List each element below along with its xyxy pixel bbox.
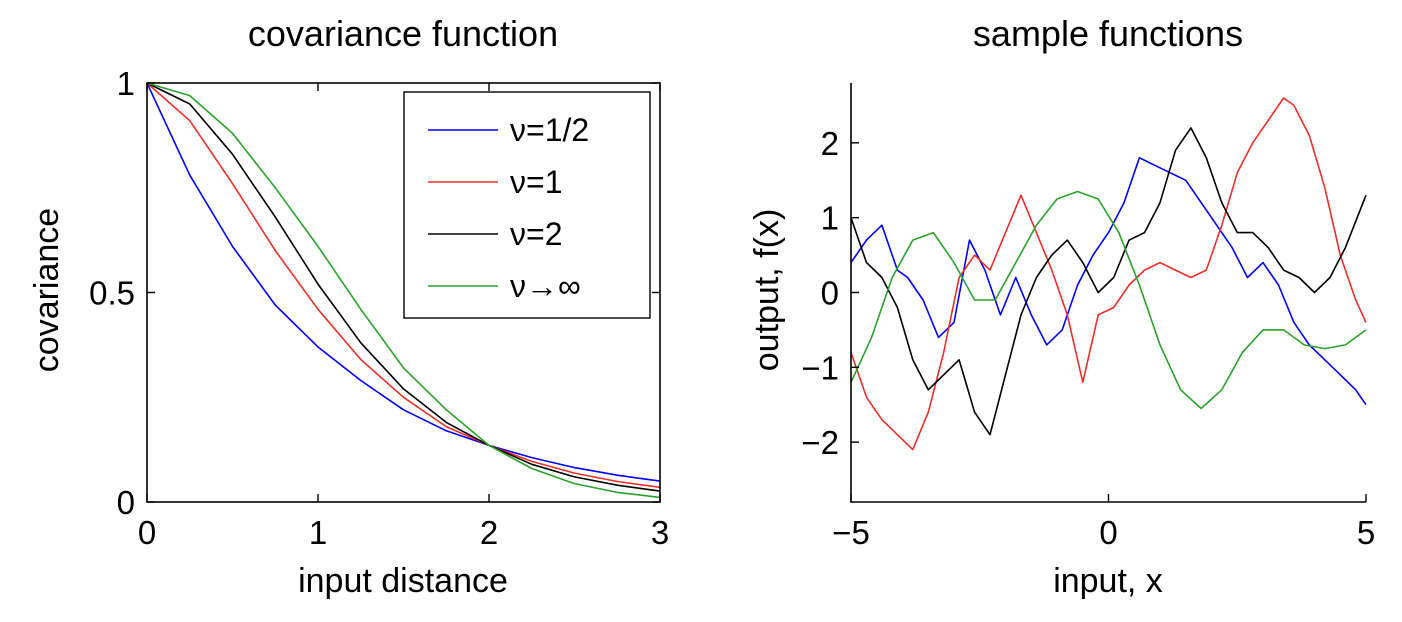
x-tick-label: −5 [832,514,870,551]
x-tick-label: 5 [1357,514,1375,551]
chart-title: sample functions [973,13,1243,54]
y-tick-label: −2 [801,424,839,461]
series-line-1 [850,97,1367,451]
y-tick-label: 0 [821,275,839,312]
y-tick-label: −1 [801,349,839,386]
x-tick-label: 0 [138,514,156,551]
chart-title: covariance function [248,13,558,54]
series-line-3 [146,82,661,499]
series-line-1 [146,82,661,489]
series-line-2 [146,82,661,492]
y-axis-label: covariance [28,208,66,372]
series-line-3 [850,190,1367,410]
legend: ν=1/2 ν=1 ν=2 ν→∞ [403,91,651,319]
y-axis-label: output, f(x) [748,209,786,372]
x-axis-label: input distance [298,562,508,600]
y-tick-label: 2 [821,125,839,162]
legend-label-2: ν=2 [510,216,562,252]
series-line-0 [850,157,1367,406]
legend-label-0: ν=1/2 [510,112,589,148]
x-tick-label: 2 [480,514,498,551]
x-tick-label: 0 [1099,514,1117,551]
covariance-chart: covariance function input distance covar… [28,13,669,600]
plot-axes [850,83,1366,503]
x-tick-label: 3 [651,514,669,551]
x-tick-label: 1 [309,514,327,551]
legend-label-1: ν=1 [510,164,562,200]
legend-label-3: ν→∞ [510,268,581,304]
y-tick-label: 0 [117,484,135,521]
series-line-2 [850,127,1367,436]
sample-functions-chart: sample functions input, x output, f(x) −… [748,13,1375,600]
y-tick-label: 0.5 [89,275,135,312]
x-axis-label: input, x [1053,562,1163,600]
plot-area: −5 0 5 −2 −1 0 1 2 [801,83,1375,551]
plot-area: 0 1 2 3 0 0.5 1 [89,65,669,551]
y-tick-label: 1 [117,65,135,102]
y-tick-label: 1 [821,200,839,237]
series-line-0 [146,82,661,482]
